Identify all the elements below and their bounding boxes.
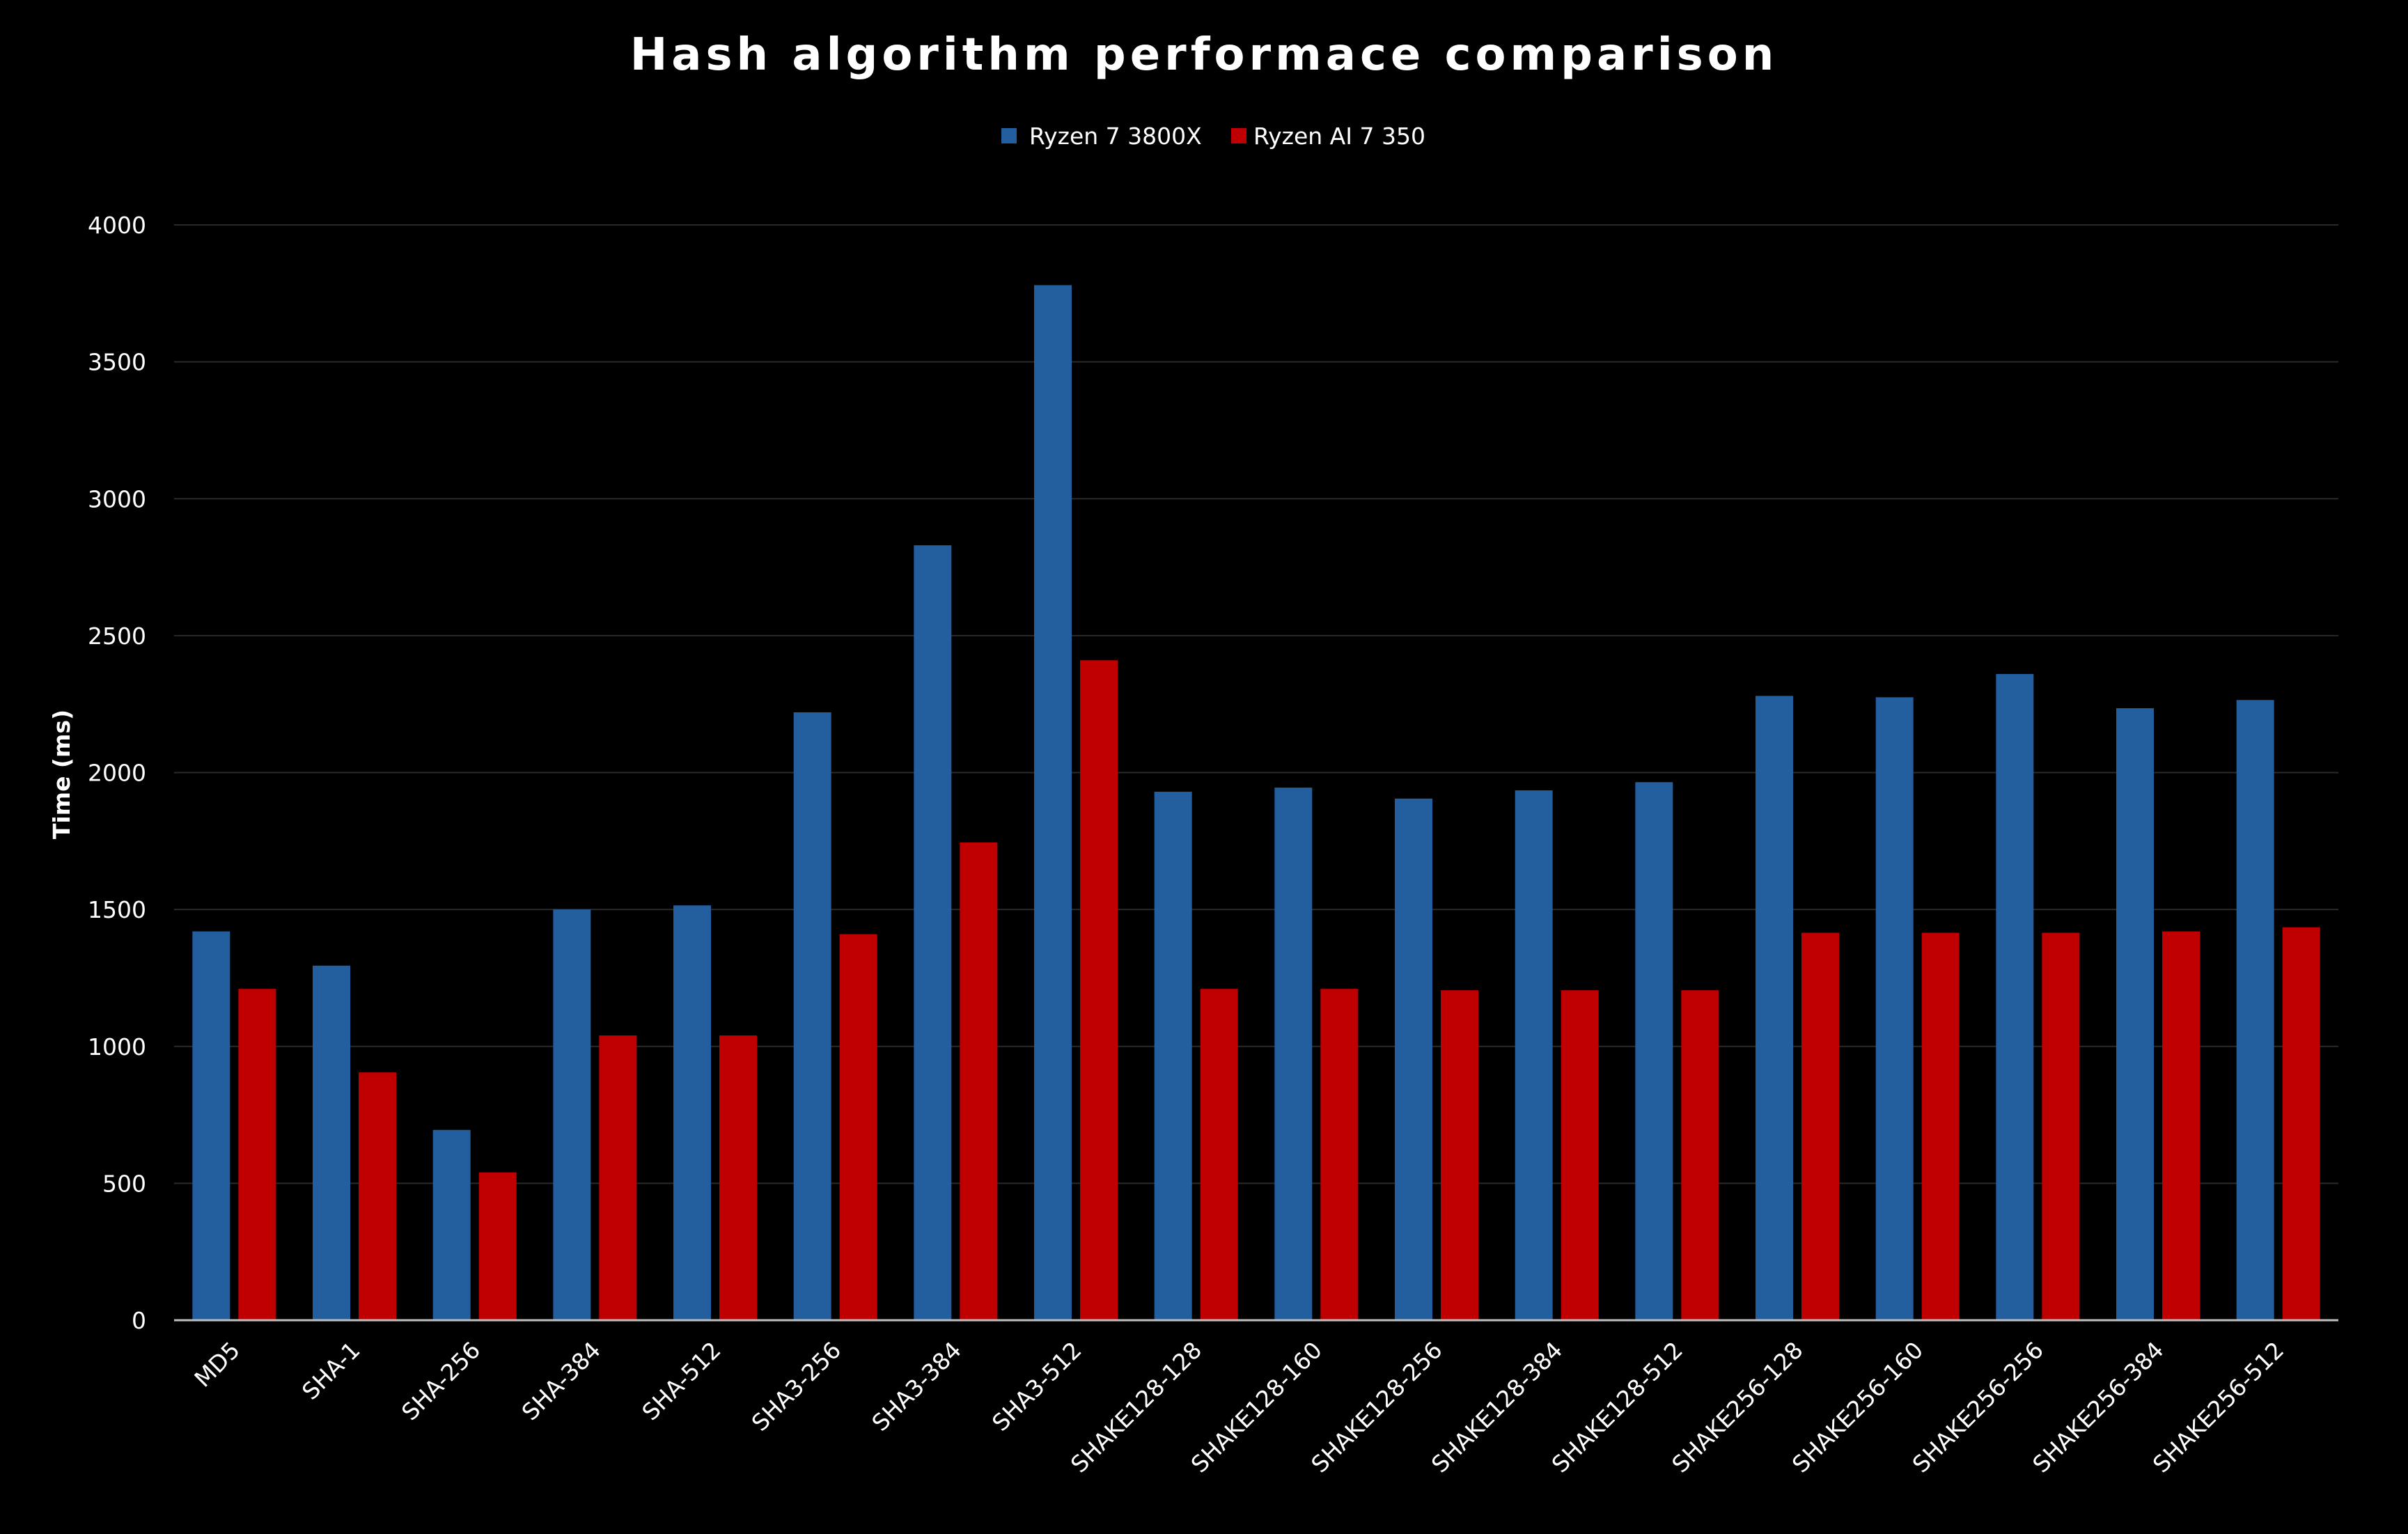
- bar-series2: [719, 1035, 757, 1320]
- bar-series2: [960, 842, 998, 1320]
- bar-series2: [1320, 989, 1359, 1320]
- y-tick-label: 2500: [88, 623, 146, 650]
- legend-swatch: [1231, 128, 1246, 143]
- bar-series1: [2116, 708, 2154, 1320]
- bar-series1: [2236, 700, 2274, 1320]
- y-tick-label: 4000: [88, 212, 146, 239]
- bar-series2: [238, 989, 276, 1320]
- bar-series1: [553, 909, 591, 1320]
- bar-series1: [1395, 798, 1432, 1320]
- legend-label: Ryzen AI 7 350: [1253, 123, 1425, 150]
- bar-series1: [1875, 697, 1914, 1320]
- bar-series2: [1801, 932, 1839, 1320]
- y-tick-label: 3000: [88, 485, 146, 512]
- bar-series1: [432, 1129, 471, 1320]
- bar-series2: [599, 1035, 637, 1320]
- bar-series2: [2162, 931, 2200, 1320]
- bar-series1: [1635, 782, 1673, 1320]
- legend-swatch: [1001, 128, 1017, 143]
- bar-series1: [673, 905, 711, 1320]
- bar-series2: [839, 934, 877, 1320]
- bar-series1: [1034, 285, 1072, 1320]
- bar-series2: [1441, 990, 1478, 1320]
- y-tick-label: 3500: [88, 349, 146, 376]
- y-axis-title: Time (ms): [48, 710, 75, 839]
- bar-series1: [192, 931, 230, 1320]
- bar-series1: [1274, 788, 1313, 1320]
- bar-series2: [1561, 990, 1599, 1320]
- bars: [192, 285, 2320, 1320]
- chart-title: Hash algorithm performace comparison: [630, 29, 1778, 81]
- bar-series2: [359, 1072, 396, 1320]
- bar-series1: [793, 712, 831, 1320]
- bar-series1: [1154, 792, 1192, 1320]
- y-tick-label: 2000: [88, 760, 146, 787]
- bar-series1: [1996, 673, 2034, 1320]
- y-tick-label: 1000: [88, 1033, 146, 1061]
- gridlines: [174, 224, 2338, 1184]
- bar-series1: [313, 965, 350, 1320]
- bar-series1: [914, 545, 952, 1320]
- bar-series2: [1681, 990, 1719, 1320]
- legend: Ryzen 7 3800X Ryzen AI 7 350: [1001, 123, 1425, 150]
- y-tick-label: 0: [132, 1307, 146, 1334]
- bar-series2: [478, 1172, 517, 1320]
- bar-series1: [1756, 696, 1793, 1320]
- bar-series2: [1921, 932, 1960, 1320]
- bar-series2: [2282, 927, 2320, 1320]
- bar-series2: [1200, 989, 1238, 1320]
- bar-series2: [1080, 660, 1118, 1320]
- y-tick-label: 500: [102, 1170, 146, 1197]
- legend-label: Ryzen 7 3800X: [1029, 123, 1202, 150]
- bar-series1: [1515, 790, 1553, 1320]
- y-tick-label: 1500: [88, 896, 146, 923]
- bar-series2: [2042, 932, 2080, 1320]
